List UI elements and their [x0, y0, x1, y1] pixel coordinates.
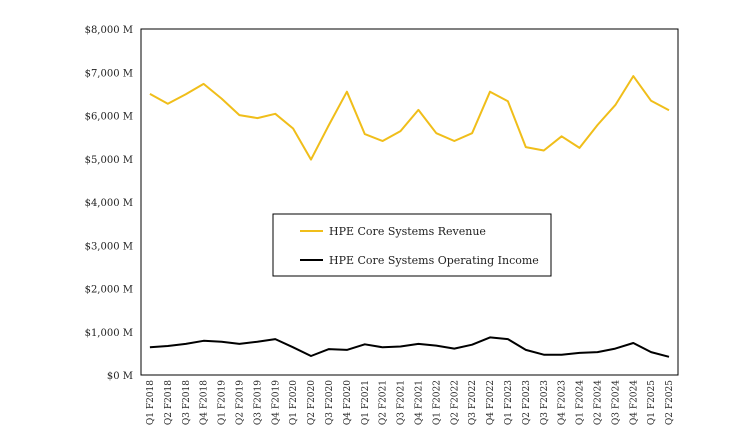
series-line-operating-income [149, 336, 670, 358]
x-tick-label: Q1 F2019 [218, 380, 228, 425]
x-tick-label: Q1 F2024 [576, 380, 586, 425]
x-tick-label: Q1 F2023 [504, 380, 514, 425]
x-tick-label: Q3 F2021 [397, 380, 407, 425]
x-tick-label: Q1 F2020 [289, 380, 299, 425]
x-tick-label: Q4 F2024 [629, 380, 639, 425]
x-tick-label: Q2 F2025 [665, 380, 675, 425]
x-tick-label: Q4 F2018 [200, 380, 210, 425]
x-tick-label: Q4 F2019 [271, 380, 281, 425]
x-tick-label: Q2 F2023 [522, 380, 532, 425]
x-tick-label: Q2 F2022 [450, 380, 460, 425]
x-tick-label: Q2 F2020 [307, 380, 317, 425]
x-tick-label: Q1 F2018 [146, 380, 156, 425]
legend-label-operating-income: HPE Core Systems Operating Income [329, 254, 539, 267]
x-tick-label: Q3 F2020 [325, 380, 335, 425]
x-tick-label: Q3 F2019 [253, 380, 263, 425]
x-axis-ticks: Q1 F2018 Q2 F2018 Q3 F2018 Q4 F2018 Q1 F2019… [146, 380, 675, 425]
x-tick-label: Q1 F2025 [647, 380, 657, 425]
y-tick-label: $4,000 M [85, 198, 133, 209]
y-tick-label: $0 M [107, 371, 133, 382]
x-tick-label: Q3 F2022 [468, 380, 478, 425]
y-tick-label: $6,000 M [85, 112, 133, 123]
x-tick-label: Q2 F2018 [164, 380, 174, 425]
x-tick-label: Q1 F2022 [432, 380, 442, 425]
y-tick-label: $7,000 M [85, 68, 133, 79]
x-tick-label: Q4 F2023 [558, 380, 568, 425]
x-tick-label: Q2 F2019 [235, 380, 245, 425]
y-axis-ticks: $0 M $1,000 M $2,000 M $3,000 M $4,000 M $5,0… [85, 25, 133, 382]
y-tick-label: $3,000 M [85, 241, 133, 252]
y-tick-label: $8,000 M [85, 25, 133, 36]
x-tick-label: Q3 F2024 [611, 380, 621, 425]
x-tick-label: Q4 F2020 [343, 380, 353, 425]
y-tick-label: $1,000 M [85, 328, 133, 339]
plot-area [140, 28, 679, 376]
x-tick-label: Q1 F2021 [361, 380, 371, 425]
legend-box [272, 213, 552, 277]
x-tick-label: Q2 F2024 [593, 380, 603, 425]
series-lines [149, 75, 670, 358]
x-tick-label: Q3 F2023 [540, 380, 550, 425]
x-tick-label: Q3 F2018 [182, 380, 192, 425]
legend: HPE Core Systems Revenue HPE Core System… [272, 213, 552, 277]
x-tick-label: Q4 F2021 [414, 380, 424, 425]
y-tick-label: $5,000 M [85, 155, 133, 166]
legend-label-revenue: HPE Core Systems Revenue [329, 225, 486, 238]
x-tick-label: Q4 F2022 [486, 380, 496, 425]
series-line-revenue [149, 75, 670, 161]
y-tick-label: $2,000 M [85, 285, 133, 296]
x-tick-label: Q2 F2021 [379, 380, 389, 425]
